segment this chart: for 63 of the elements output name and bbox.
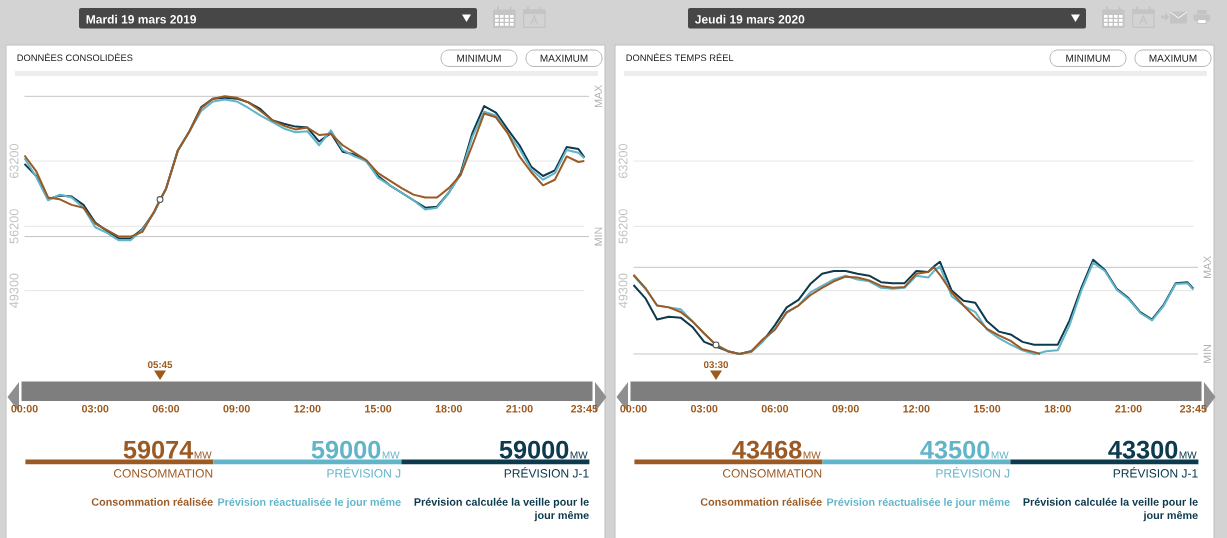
text: 43300 [1108,440,1178,459]
text: 59074 [123,440,194,459]
x-tick-label: 15:00 [974,404,1001,413]
text: Prévision calculée la veille pour le jour même [414,497,589,522]
text: Prévision calculée la veille pour le jour même [1023,497,1198,522]
annotation: 03:30 [703,361,729,369]
x-tick-label: 09:00 [223,404,250,413]
x-tick-label: 12:00 [294,404,321,413]
x-tick-label: 00:00 [11,404,38,413]
x-tick-label: 06:00 [152,404,180,413]
line-series [632,266,1042,355]
text: MAXIMUM [540,54,588,62]
ref-line-label: MAX [1203,255,1211,278]
text: Prévision réactualisée le jour même [827,497,1010,509]
chart-subtitle: Mardi 19 mars 2019 [86,14,197,24]
text: MW [194,451,212,459]
text: MW [382,451,400,459]
text: MINIMUM [1066,54,1110,62]
chart-title: DONNÉES TEMPS RÉEL [626,52,734,62]
text: MW [803,451,821,459]
ref-line-label: MIN [594,227,602,246]
x-tick-label: 21:00 [1115,404,1142,413]
y-tick-label: 63200 [618,143,628,179]
text: MINIMUM [457,54,501,62]
text: PRÉVISION J [327,467,401,478]
y-tick-label: 56200 [618,209,628,244]
y-tick-label: 56200 [9,209,19,244]
y-tick-label: 49300 [9,273,19,308]
x-tick-label: 00:00 [620,404,647,413]
x-tick-label: 03:00 [82,404,109,413]
x-tick-label: 23:45 [571,404,598,413]
x-tick-label: 03:00 [691,404,718,413]
annotation: 05:45 [147,361,173,369]
text: MW [570,451,588,459]
text: CONSOMMATION [113,469,213,478]
chart-title: DONNÉES CONSOLIDÉES [17,52,133,62]
x-tick-label: 12:00 [903,404,930,413]
text: Consommation réalisée [700,497,822,506]
ref-line-label: MIN [1203,345,1211,363]
text: CONSOMMATION [722,469,822,478]
x-tick-label: 18:00 [435,404,462,413]
text: PRÉVISION J [936,467,1010,478]
text: 43500 [920,440,990,459]
y-tick-label: 63200 [9,143,19,179]
text: MW [1179,451,1197,459]
text: 59000 [311,440,381,459]
text: MW [991,451,1009,459]
x-tick-label: 09:00 [832,404,859,413]
y-tick-label: 49300 [618,273,628,308]
x-tick-label: 06:00 [761,404,789,413]
text: PRÉVISION J-1 [504,467,589,478]
text: MAXIMUM [1149,54,1197,62]
text: Prévision réactualisée le jour même [218,497,401,509]
text: 59000 [499,440,569,459]
x-tick-label: 18:00 [1044,404,1071,413]
ref-line-label: MAX [594,85,602,108]
text: 43468 [732,440,802,459]
text: Consommation réalisée [91,497,213,506]
x-tick-label: 15:00 [365,404,392,413]
text: PRÉVISION J-1 [1113,467,1198,478]
x-tick-label: 21:00 [506,404,533,413]
x-tick-label: 23:45 [1180,404,1207,413]
chart-subtitle: Jeudi 19 mars 2020 [694,14,805,24]
